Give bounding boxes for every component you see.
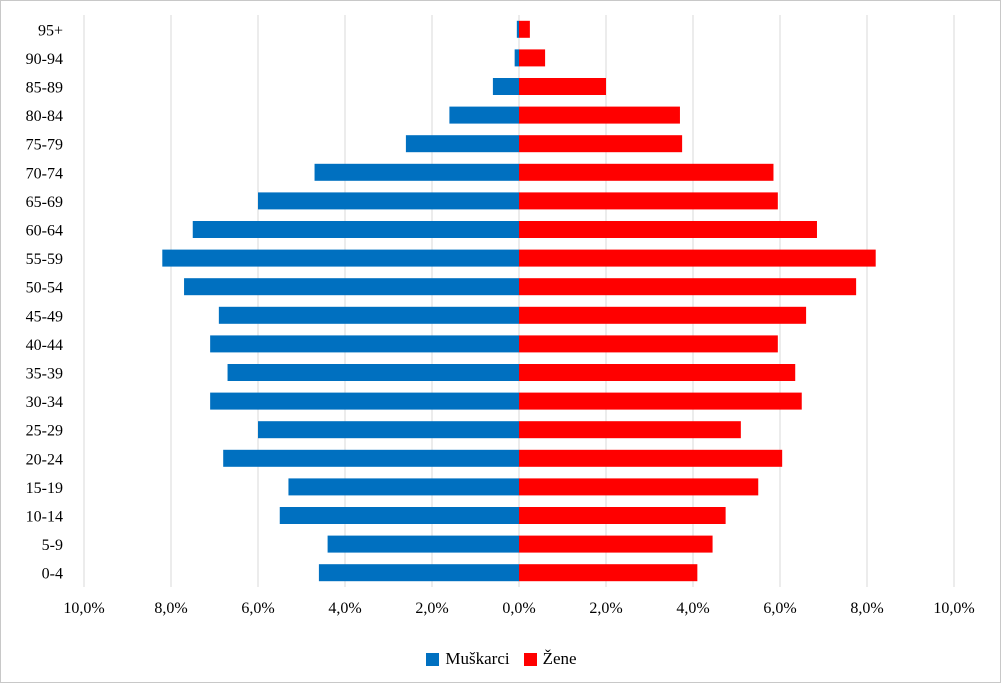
y-tick-label: 30-34 — [26, 394, 63, 411]
bar-zene-80-84 — [519, 106, 680, 124]
x-tick-label: 2,0% — [589, 600, 622, 617]
legend-label-muskarci: Muškarci — [445, 649, 510, 668]
bar-muskarci-70-74 — [314, 163, 519, 181]
y-tick-label: 20-24 — [26, 451, 63, 468]
bar-zene-50-54 — [519, 278, 857, 296]
x-axis-labels: 10,0% 8,0% 6,0% 4,0% 2,0% 0,0% 2,0% 4,0% 6,0% 8,0… — [63, 600, 974, 617]
bar-zene-35-39 — [519, 364, 796, 381]
y-axis-labels: 95+ 90-94 85-89 80-84 75-79 70-74 65-69 60-64 55… — [26, 22, 63, 582]
legend-swatch-muskarci — [426, 652, 440, 666]
y-tick-label: 85-89 — [26, 80, 63, 97]
y-tick-label: 60-64 — [26, 223, 63, 240]
bar-zene-65-69 — [519, 192, 778, 210]
bar-muskarci-30-34 — [210, 392, 519, 410]
y-tick-label: 90-94 — [26, 51, 63, 68]
bar-muskarci-20-24 — [223, 449, 519, 467]
bar-zene-5-9 — [519, 535, 713, 553]
legend-item-muskarci: Muškarci — [426, 649, 510, 669]
bar-zene-30-34 — [519, 392, 802, 410]
y-tick-label: 75-79 — [26, 137, 63, 154]
population-pyramid-chart: 95+ 90-94 85-89 80-84 75-79 70-74 65-69 60-64 55… — [26, 15, 975, 617]
bars — [162, 20, 876, 582]
y-tick-label: 0-4 — [42, 566, 63, 583]
y-tick-label: 80-84 — [26, 108, 63, 125]
legend-label-zene: Žene — [542, 649, 577, 668]
x-tick-label: 10,0% — [63, 600, 104, 617]
x-tick-label: 6,0% — [241, 600, 274, 617]
bar-muskarci-80-84 — [449, 106, 519, 124]
x-tick-label: 8,0% — [154, 600, 187, 617]
bar-muskarci-65-69 — [258, 192, 519, 210]
bar-zene-15-19 — [519, 478, 759, 496]
bar-zene-75-79 — [519, 135, 683, 153]
bar-muskarci-60-64 — [192, 221, 519, 238]
bar-muskarci-40-44 — [210, 335, 519, 353]
bar-zene-85-89 — [519, 78, 606, 95]
bar-zene-45-49 — [519, 306, 807, 324]
y-tick-label: 35-39 — [26, 366, 63, 383]
bar-muskarci-75-79 — [405, 135, 519, 153]
bar-zene-40-44 — [519, 335, 778, 353]
bar-zene-90-94 — [519, 49, 546, 67]
bar-muskarci-55-59 — [162, 249, 520, 267]
legend-swatch-zene — [523, 652, 537, 666]
bar-muskarci-90-94 — [514, 49, 519, 67]
y-tick-label: 25-29 — [26, 423, 63, 440]
gridlines — [83, 15, 955, 587]
bar-zene-55-59 — [519, 249, 876, 267]
legend-item-zene: Žene — [523, 649, 577, 669]
x-tick-label: 6,0% — [763, 600, 796, 617]
x-tick-label: 2,0% — [415, 600, 448, 617]
bar-muskarci-35-39 — [227, 364, 520, 381]
legend: Muškarci Žene — [1, 649, 1000, 669]
bar-muskarci-0-4 — [318, 564, 519, 582]
bar-muskarci-15-19 — [288, 478, 519, 496]
y-tick-label: 65-69 — [26, 194, 63, 211]
x-tick-label: 0,0% — [502, 600, 535, 617]
y-tick-label: 95+ — [38, 22, 63, 39]
bar-zene-0-4 — [519, 564, 698, 582]
y-tick-label: 70-74 — [26, 165, 63, 182]
x-tick-label: 10,0% — [933, 600, 974, 617]
bar-zene-20-24 — [519, 449, 783, 467]
y-tick-label: 5-9 — [42, 537, 63, 554]
bar-muskarci-50-54 — [184, 278, 520, 296]
bar-muskarci-5-9 — [327, 535, 519, 553]
x-tick-label: 8,0% — [850, 600, 883, 617]
y-tick-label: 45-49 — [26, 308, 63, 325]
bar-muskarci-25-29 — [258, 421, 519, 439]
bar-zene-60-64 — [519, 221, 817, 238]
bar-muskarci-10-14 — [279, 507, 519, 524]
y-tick-label: 55-59 — [26, 251, 63, 268]
y-tick-label: 50-54 — [26, 280, 63, 297]
bar-muskarci-45-49 — [218, 306, 519, 324]
bar-muskarci-85-89 — [492, 78, 519, 95]
bar-zene-95+ — [519, 20, 530, 38]
x-tick-label: 4,0% — [328, 600, 361, 617]
bar-zene-25-29 — [519, 421, 741, 439]
y-tick-label: 10-14 — [26, 509, 63, 526]
y-tick-label: 40-44 — [26, 337, 63, 354]
y-tick-label: 15-19 — [26, 480, 63, 497]
bar-zene-10-14 — [519, 507, 726, 524]
bar-muskarci-95+ — [516, 20, 519, 38]
x-tick-label: 4,0% — [676, 600, 709, 617]
bar-zene-70-74 — [519, 163, 774, 181]
